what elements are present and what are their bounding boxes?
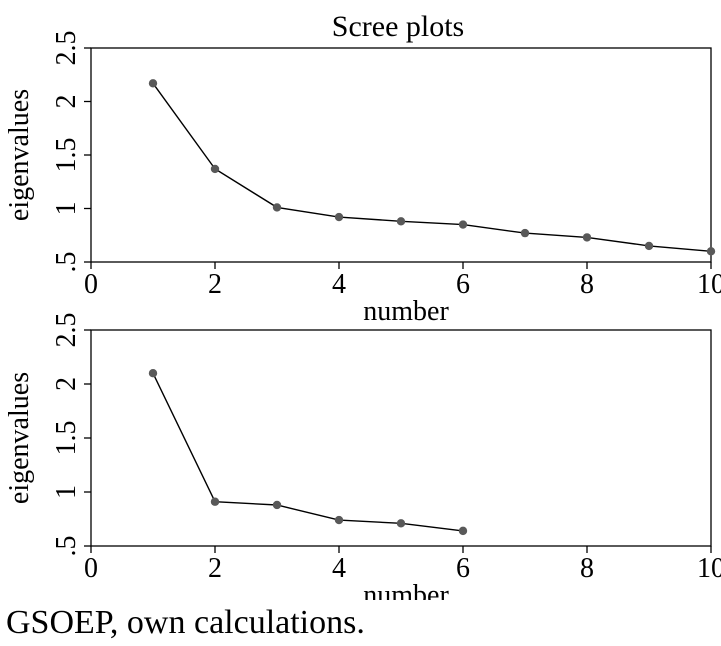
x-tick-label-1-6: 6 xyxy=(456,269,470,300)
x-tick-label-2-10: 10 xyxy=(697,553,721,584)
x-axis-title-1: number xyxy=(363,296,449,327)
x-tick-label-2-2: 2 xyxy=(208,553,222,584)
data-point-1-8 xyxy=(582,233,592,242)
series-line-2 xyxy=(152,372,464,532)
data-point-1-10 xyxy=(706,247,716,256)
x-axis-title-2: number xyxy=(363,580,449,600)
y-tick-label-1-4: 2.5 xyxy=(51,31,82,66)
x-tick-label-2-8: 8 xyxy=(580,553,594,584)
x-tick-label-1-8: 8 xyxy=(580,269,594,300)
y-tick-label-2-1: 1 xyxy=(51,485,82,499)
data-point-2-5 xyxy=(396,519,406,528)
x-tick-label-1-10: 10 xyxy=(697,269,721,300)
data-point-1-7 xyxy=(520,228,530,238)
data-point-2-6 xyxy=(458,526,468,536)
x-tick-label-1-2: 2 xyxy=(208,269,222,300)
data-point-1-3 xyxy=(272,203,282,212)
chart-title: Scree plots xyxy=(332,10,464,43)
y-tick-label-1-3: 2 xyxy=(51,95,82,109)
data-point-1-4 xyxy=(334,212,344,222)
y-tick-label-1-0: .5 xyxy=(51,252,82,273)
data-point-2-2 xyxy=(210,497,220,506)
y-tick-label-2-2: 1.5 xyxy=(51,421,82,456)
x-tick-label-2-6: 6 xyxy=(456,553,470,584)
x-tick-label-1-0: 0 xyxy=(84,269,98,300)
plot-frame-1 xyxy=(90,47,712,263)
data-point-1-2 xyxy=(210,164,220,174)
y-tick-label-2-4: 2.5 xyxy=(51,313,82,348)
x-tick-label-1-4: 4 xyxy=(332,269,346,300)
x-tick-label-2-4: 4 xyxy=(332,553,346,584)
data-point-1-9 xyxy=(644,241,654,251)
y-tick-label-1-2: 1.5 xyxy=(51,138,82,173)
data-point-2-1 xyxy=(148,369,158,378)
data-point-2-4 xyxy=(334,515,344,525)
data-point-1-1 xyxy=(148,79,158,88)
y-axis-title-2: eigenvalues xyxy=(4,372,35,504)
x-tick-label-2-0: 0 xyxy=(84,553,98,584)
series-line-1 xyxy=(152,82,712,252)
y-tick-label-2-3: 2 xyxy=(51,377,82,391)
figure-caption: GSOEP, own calculations. xyxy=(6,604,365,641)
y-tick-label-1-1: 1 xyxy=(51,202,82,216)
y-axis-title-1: eigenvalues xyxy=(4,89,35,221)
data-point-2-3 xyxy=(272,500,282,510)
y-tick-label-2-0: .5 xyxy=(51,536,82,557)
data-point-1-6 xyxy=(458,220,468,229)
data-point-1-5 xyxy=(396,217,406,226)
